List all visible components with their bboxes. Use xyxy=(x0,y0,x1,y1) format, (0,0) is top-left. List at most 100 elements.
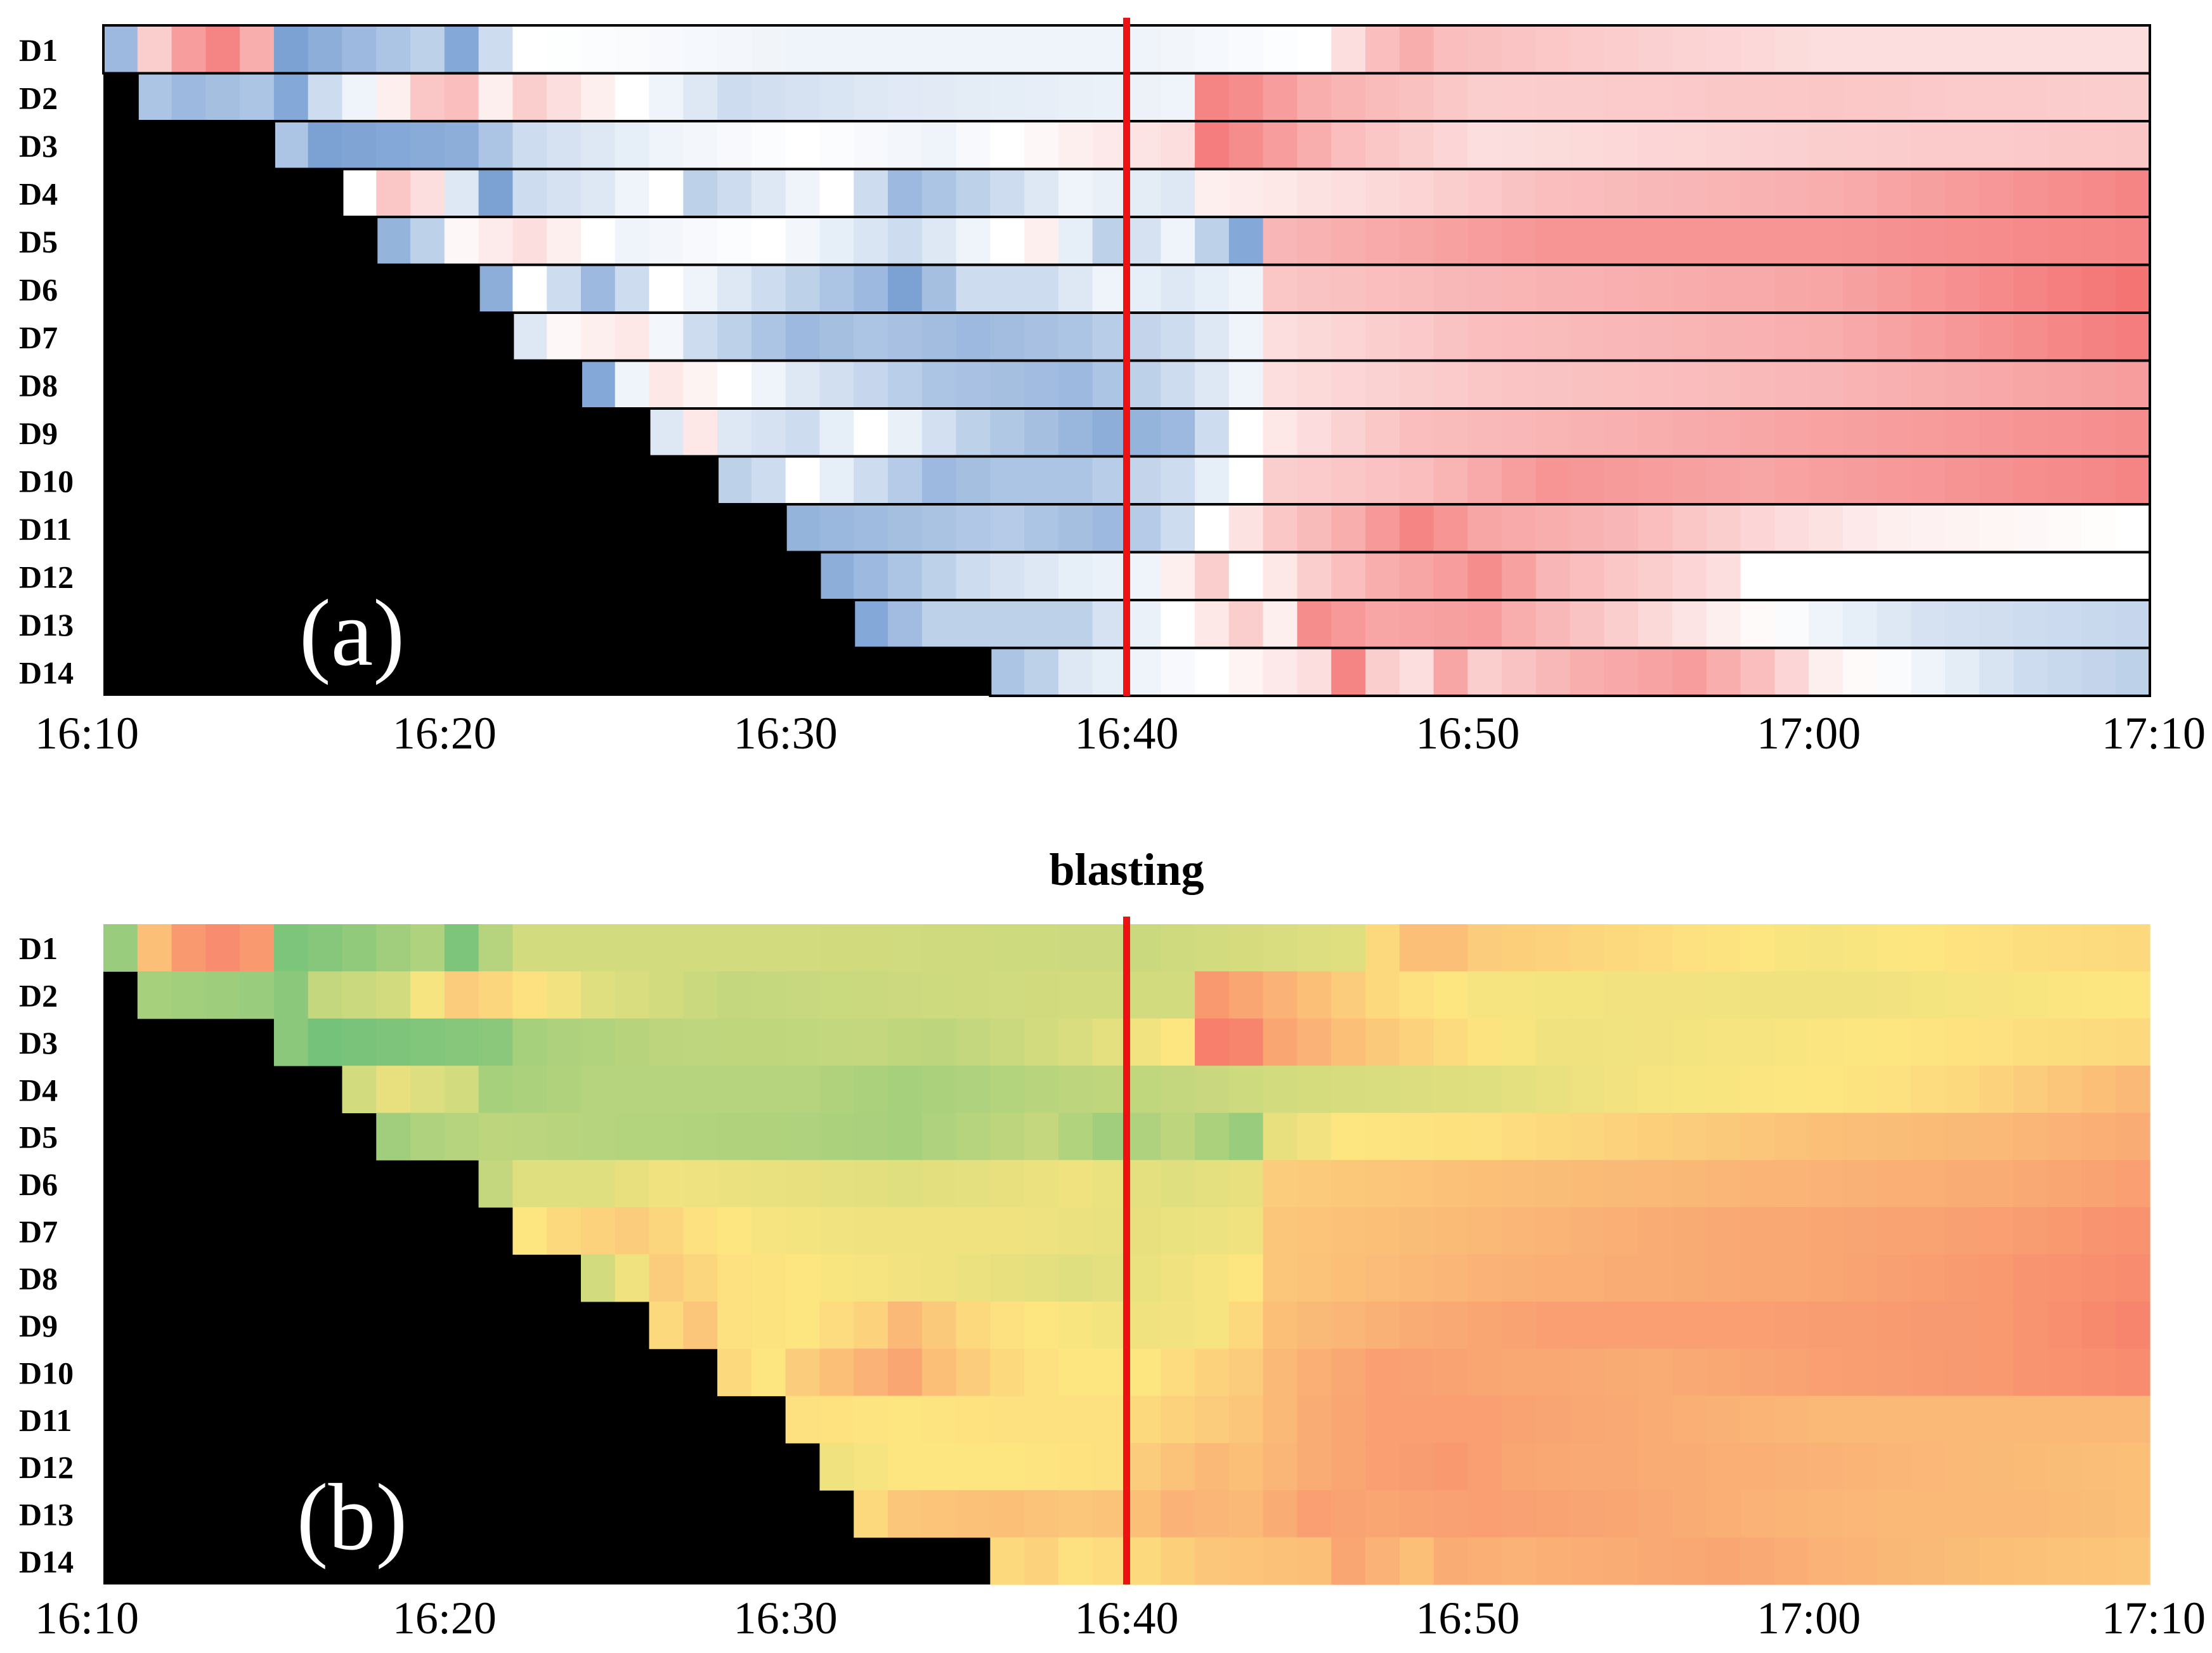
heatmap-cell xyxy=(1331,971,1366,1019)
heatmap-cell xyxy=(444,971,479,1019)
heatmap-cell xyxy=(1842,360,1878,409)
heatmap-cell xyxy=(1774,456,1809,505)
heatmap-cell xyxy=(273,924,309,972)
heatmap-cell xyxy=(888,313,923,362)
heatmap-cell xyxy=(1877,648,1912,696)
heatmap-cell xyxy=(956,1207,991,1255)
heatmap-cell xyxy=(410,217,445,266)
heatmap-cell xyxy=(1774,504,1809,553)
heatmap-cell xyxy=(1297,1490,1332,1538)
heatmap-cell xyxy=(1365,552,1400,601)
heatmap-cell xyxy=(1092,552,1128,601)
heatmap-cell xyxy=(1126,552,1161,601)
heatmap-cell xyxy=(1433,600,1468,649)
heatmap-cell xyxy=(1161,1395,1195,1444)
heatmap-cell xyxy=(1263,1537,1298,1585)
heatmap-cell xyxy=(1706,1066,1741,1114)
heatmap-cell xyxy=(1297,408,1332,457)
heatmap-cell xyxy=(1126,73,1161,122)
heatmap-cell xyxy=(1706,1490,1741,1538)
heatmap-cell xyxy=(1979,217,2014,266)
heatmap-cell xyxy=(1638,408,1673,457)
heatmap-cell xyxy=(1058,169,1093,218)
heatmap-cell xyxy=(819,265,854,313)
row-label-d1: D1 xyxy=(19,32,58,68)
x-tick-label: 17:10 xyxy=(2102,708,2206,759)
heatmap-cell xyxy=(819,456,854,505)
heatmap-cell xyxy=(2047,408,2083,457)
heatmap-cell xyxy=(921,360,957,409)
heatmap-cell xyxy=(1024,313,1059,362)
heatmap-cell xyxy=(1740,1537,1775,1585)
heatmap-cell xyxy=(1433,1349,1468,1397)
heatmap-cell xyxy=(1331,1537,1366,1585)
heatmap-cell xyxy=(785,169,821,218)
heatmap-cell xyxy=(1263,1349,1298,1397)
heatmap-row-d11 xyxy=(785,1395,2150,1444)
heatmap-cell xyxy=(2013,971,2048,1019)
heatmap-cell xyxy=(1604,1349,1639,1397)
heatmap-cell xyxy=(1706,924,1741,972)
heatmap-cell xyxy=(888,1254,923,1302)
heatmap-cell xyxy=(1331,265,1366,313)
heatmap-cell xyxy=(854,1349,888,1397)
heatmap-cell xyxy=(990,971,1025,1019)
heatmap-cell xyxy=(512,924,547,972)
heatmap-cell xyxy=(547,73,582,122)
heatmap-cell xyxy=(956,408,991,457)
heatmap-cell xyxy=(1706,1160,1741,1208)
heatmap-cell xyxy=(1297,1301,1332,1349)
heatmap-cell xyxy=(2116,1395,2150,1444)
heatmap-cell xyxy=(1911,552,1946,601)
heatmap-cell xyxy=(547,1160,582,1208)
heatmap-cell xyxy=(2081,360,2116,409)
heatmap-cell xyxy=(683,971,718,1019)
heatmap-cell xyxy=(1092,1301,1128,1349)
heatmap-cell xyxy=(1365,73,1400,122)
heatmap-cell xyxy=(615,1113,650,1161)
heatmap-cell xyxy=(2081,1301,2116,1349)
heatmap-cell xyxy=(1877,1537,1912,1585)
heatmap-cell xyxy=(1331,1395,1366,1444)
heatmap-cell xyxy=(1228,1066,1264,1114)
heatmap-cell xyxy=(1672,1395,1707,1444)
heatmap-cell xyxy=(2013,1301,2048,1349)
heatmap-cell xyxy=(580,1254,616,1302)
heatmap-cell xyxy=(1161,1490,1195,1538)
heatmap-cell xyxy=(1195,971,1230,1019)
heatmap-row-d14 xyxy=(990,1537,2150,1585)
heatmap-cell xyxy=(1774,265,1809,313)
heatmap-cell xyxy=(1638,971,1673,1019)
heatmap-cell xyxy=(1911,313,1946,362)
heatmap-cell xyxy=(376,121,411,170)
heatmap-cell xyxy=(785,408,821,457)
heatmap-cell xyxy=(1433,121,1468,170)
heatmap-row-d10 xyxy=(717,1349,2150,1397)
heatmap-cell xyxy=(1740,1349,1775,1397)
heatmap-cell xyxy=(1433,1537,1468,1585)
heatmap-cell xyxy=(1263,25,1298,74)
heatmap-cell xyxy=(615,924,650,972)
heatmap-cell xyxy=(1195,169,1230,218)
heatmap-cell xyxy=(1161,1160,1195,1208)
heatmap-cell xyxy=(2047,504,2083,553)
heatmap-cell xyxy=(1877,1066,1912,1114)
heatmap-cell xyxy=(1058,25,1093,74)
heatmap-cell xyxy=(683,217,718,266)
heatmap-cell xyxy=(1570,1254,1605,1302)
heatmap-cell xyxy=(1638,1301,1673,1349)
heatmap-cell xyxy=(1433,1207,1468,1255)
heatmap-cell xyxy=(2047,1207,2083,1255)
heatmap-cell xyxy=(1467,1254,1502,1302)
heatmap-cell xyxy=(1433,971,1468,1019)
heatmap-cell xyxy=(1535,600,1571,649)
heatmap-cell xyxy=(1365,456,1400,505)
heatmap-cell xyxy=(1467,408,1502,457)
heatmap-cell xyxy=(240,73,275,122)
heatmap-cell xyxy=(2013,1395,2048,1444)
heatmap-cell xyxy=(751,408,786,457)
heatmap-cell xyxy=(785,504,821,553)
heatmap-cell xyxy=(2081,1207,2116,1255)
heatmap-cell xyxy=(1399,25,1435,74)
heatmap-cell xyxy=(1263,1442,1298,1491)
